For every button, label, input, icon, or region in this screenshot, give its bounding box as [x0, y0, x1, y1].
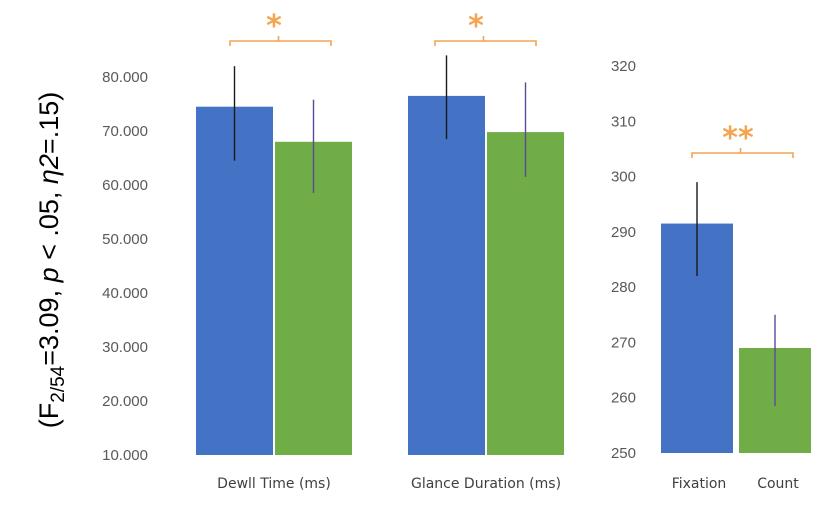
y-tick-label: 280	[611, 279, 636, 296]
y-tick-label: 260	[611, 390, 636, 407]
y-tick-label: 30.000	[102, 339, 148, 356]
y-tick-label: 80.000	[102, 69, 148, 86]
significance-bracket	[691, 148, 794, 158]
significance-marker: *	[468, 9, 484, 44]
y-tick-label: 250	[611, 445, 636, 462]
y-tick-label: 40.000	[102, 285, 148, 302]
significance-bracket	[229, 36, 332, 46]
y-tick-label: 20.000	[102, 393, 148, 410]
significance-marker: **	[722, 121, 754, 156]
bar	[275, 141, 352, 456]
category-label: Glance Duration (ms)	[411, 476, 561, 492]
significance-bracket	[434, 36, 537, 46]
right-chart: 250 260 270 280 290 300 310 320 Fixation Count **	[611, 58, 811, 492]
category-label: Fixation	[672, 476, 727, 492]
y-tick-label: 320	[611, 58, 636, 75]
significance-marker: *	[266, 9, 282, 44]
statistics-label: (F2/54=3.09, p < .05, η2=.15)	[34, 92, 69, 428]
y-tick-label: 60.000	[102, 177, 148, 194]
bar	[408, 95, 485, 456]
y-tick-label: 270	[611, 334, 636, 351]
y-tick-label: 10.000	[102, 447, 148, 464]
bar	[196, 106, 273, 455]
category-label: Dewll Time (ms)	[217, 476, 331, 492]
category-label: Count	[757, 476, 799, 492]
bar	[487, 132, 564, 455]
y-tick-label: 70.000	[102, 123, 148, 140]
y-tick-label: 310	[611, 113, 636, 130]
y-tick-label: 290	[611, 224, 636, 241]
y-tick-label: 300	[611, 169, 636, 186]
y-tick-label: 50.000	[102, 231, 148, 248]
left-chart: 10.000 20.000 30.000 40.000 50.000 60.000 70.0…	[102, 9, 564, 492]
